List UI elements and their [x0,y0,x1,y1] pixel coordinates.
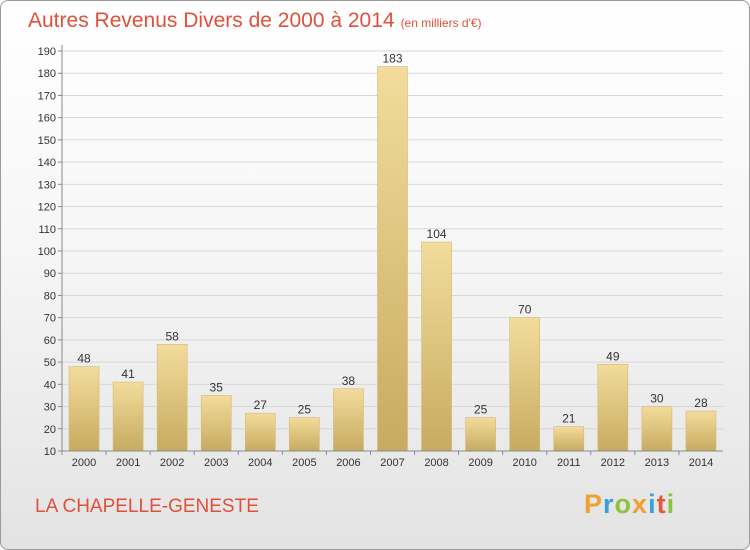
bar [333,388,364,452]
x-tick-label: 2013 [645,457,669,469]
bar [641,406,673,452]
bar [200,395,232,452]
x-tick-label: 2007 [380,457,404,469]
bar-value-label: 25 [474,403,488,417]
bar-value-label: 28 [694,396,708,410]
bar [597,364,629,452]
bar-value-label: 35 [210,380,224,394]
place-name: LA CHAPELLE-GENESTE [35,496,259,517]
bar-value-label: 21 [562,412,576,426]
y-tick-label: 10 [44,446,56,458]
x-tick-label: 2004 [248,457,272,469]
bar-value-label: 58 [165,329,179,343]
y-tick-label: 150 [38,135,56,147]
x-tick-label: 2012 [601,457,625,469]
bar-value-label: 25 [298,403,312,417]
bar [465,417,496,452]
bar [509,317,541,452]
x-tick-label: 2001 [116,457,140,469]
logo-letter: x [632,489,649,519]
x-tick-label: 2000 [72,457,96,469]
y-tick-label: 30 [44,402,56,414]
bar [245,412,276,452]
x-tick-label: 2011 [557,457,581,469]
x-tick-label: 2008 [424,457,448,469]
y-tick-label: 110 [38,224,56,236]
bar [68,366,100,452]
y-tick-label: 140 [38,157,56,169]
chart-subtitle: (en milliers d'€) [400,16,482,30]
y-tick-label: 190 [38,46,56,58]
y-tick-label: 180 [38,68,56,80]
bar [377,66,408,452]
y-tick-label: 160 [38,113,56,125]
x-tick-label: 2006 [336,457,360,469]
bar-value-label: 49 [606,349,620,363]
logo-letter: P [584,489,604,519]
y-tick-label: 130 [38,179,56,191]
bar [112,381,144,452]
y-tick-label: 90 [44,268,56,280]
y-tick-label: 120 [38,202,56,214]
bar-value-label: 48 [77,352,91,366]
bar-value-label: 27 [254,398,268,412]
y-tick-label: 60 [44,335,56,347]
x-tick-label: 2014 [689,457,713,469]
chart-title: Autres Revenus Divers de 2000 à 2014 (en … [28,9,482,33]
bar [156,344,188,452]
bar-value-label: 70 [518,303,532,317]
logo-letter: t [656,489,667,519]
bar-value-label: 30 [650,392,664,406]
y-tick-label: 50 [44,357,56,369]
y-tick-label: 80 [44,290,56,302]
bar [289,417,320,452]
logo-letter: i [648,489,657,519]
y-tick-label: 170 [38,90,56,102]
bar [421,241,452,452]
bar-value-label: 183 [382,52,402,66]
x-tick-label: 2009 [468,457,492,469]
axes: 10 20 30 40 50 60 70 80 90 100 110 120 130 140 150 160 1… [38,45,723,469]
x-tick-label: 2002 [160,457,184,469]
x-tick-label: 2010 [512,457,536,469]
logo-letter: i [666,489,676,519]
bars: 48 41 58 35 27 25 38 183 104 25 70 21 49 30 28 [68,52,717,452]
x-tick-label: 2003 [204,457,228,469]
y-tick-label: 100 [38,246,56,258]
chart-title-text: Autres Revenus Divers de 2000 à 2014 [28,9,395,32]
y-tick-label: 70 [44,313,56,325]
bar [553,426,585,452]
proxiti-logo: Proxiti [584,489,675,520]
logo-letter: r [603,489,615,519]
y-tick-label: 40 [44,379,56,391]
x-tick-label: 2005 [292,457,316,469]
bar [685,410,717,452]
bar-value-label: 41 [121,367,135,381]
bar-value-label: 38 [342,374,356,388]
y-tick-label: 20 [44,424,56,436]
bar-value-label: 104 [427,227,447,241]
logo-letter: o [614,489,633,519]
